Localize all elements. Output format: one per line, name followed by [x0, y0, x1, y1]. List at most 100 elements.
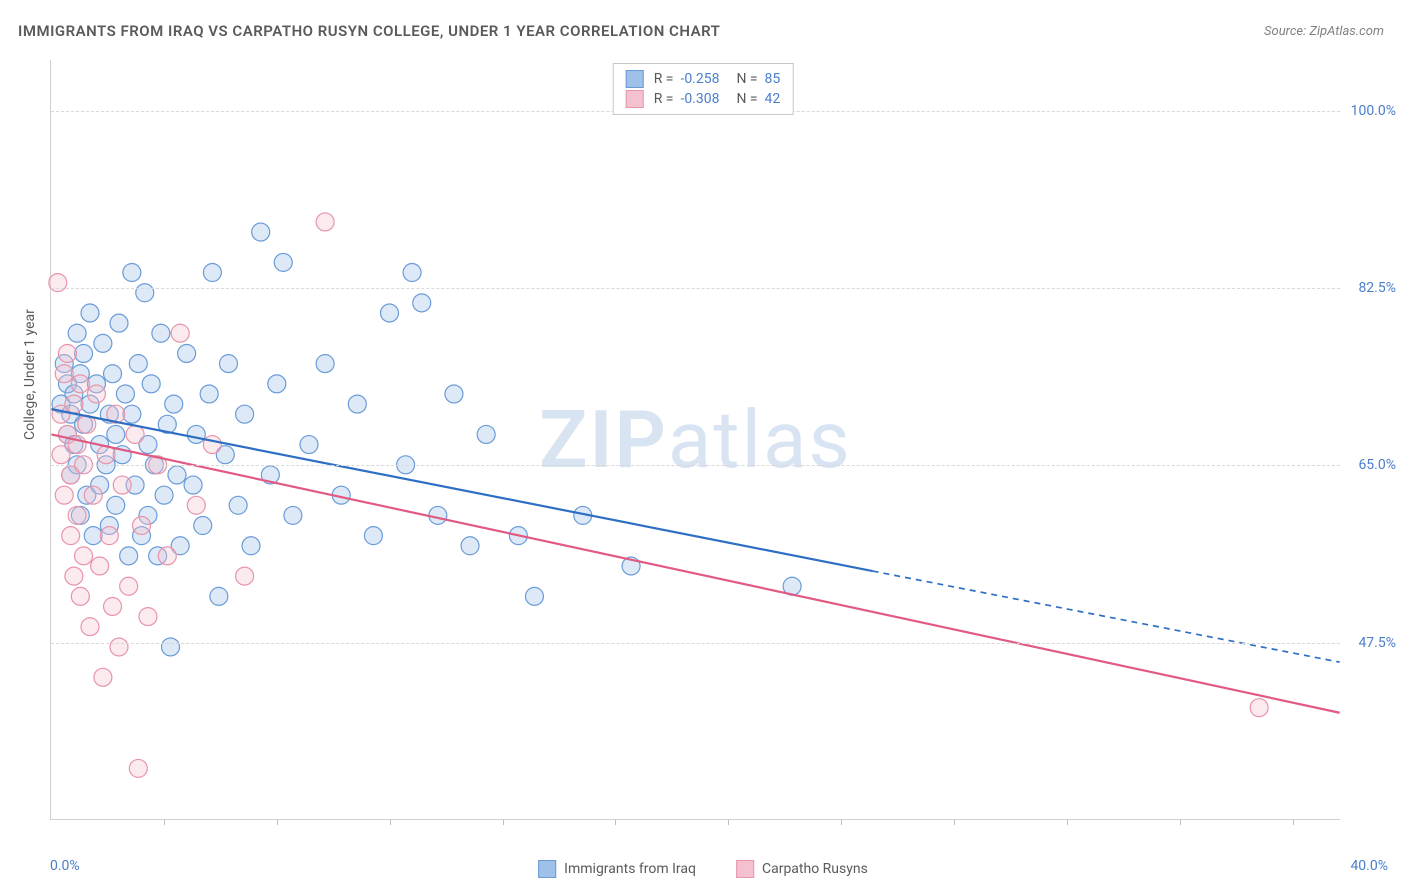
- data-point-iraq: [403, 264, 421, 282]
- data-point-rusyn: [65, 395, 83, 413]
- x-tick: [1180, 819, 1181, 825]
- data-point-iraq: [187, 425, 205, 443]
- data-point-iraq: [348, 395, 366, 413]
- data-point-rusyn: [65, 567, 83, 585]
- data-point-rusyn: [68, 506, 86, 524]
- data-point-iraq: [229, 496, 247, 514]
- r-stat-iraq: R = -0.258: [654, 71, 720, 87]
- data-point-rusyn: [94, 668, 112, 686]
- x-tick: [164, 819, 165, 825]
- x-tick: [277, 819, 278, 825]
- data-point-iraq: [184, 476, 202, 494]
- legend-stat-row-rusyn: R = -0.308 N = 42: [626, 90, 781, 108]
- gridline: [51, 643, 1340, 644]
- y-axis-label: College, Under 1 year: [22, 309, 38, 440]
- data-point-rusyn: [104, 597, 122, 615]
- gridline: [51, 465, 1340, 466]
- data-point-rusyn: [100, 527, 118, 545]
- data-point-iraq: [242, 537, 260, 555]
- data-point-iraq: [194, 517, 212, 535]
- data-point-rusyn: [75, 547, 93, 565]
- data-point-rusyn: [120, 577, 138, 595]
- x-tick: [1293, 819, 1294, 825]
- data-point-iraq: [162, 638, 180, 656]
- x-tick: [615, 819, 616, 825]
- data-point-iraq: [155, 486, 173, 504]
- data-point-iraq: [252, 223, 270, 241]
- legend-label-iraq: Immigrants from Iraq: [564, 861, 696, 877]
- r-stat-rusyn: R = -0.308: [654, 91, 720, 107]
- data-point-iraq: [429, 506, 447, 524]
- data-point-iraq: [68, 324, 86, 342]
- data-point-rusyn: [316, 213, 334, 231]
- data-point-iraq: [110, 314, 128, 332]
- legend-stat-row-iraq: R = -0.258 N = 85: [626, 70, 781, 88]
- x-max-label: 40.0%: [1350, 858, 1388, 874]
- data-point-iraq: [178, 344, 196, 362]
- data-point-iraq: [445, 385, 463, 403]
- data-point-iraq: [165, 395, 183, 413]
- legend-label-rusyn: Carpatho Rusyns: [762, 861, 868, 877]
- data-point-iraq: [477, 425, 495, 443]
- x-tick: [841, 819, 842, 825]
- data-point-iraq: [168, 466, 186, 484]
- data-point-rusyn: [58, 344, 76, 362]
- data-point-iraq: [300, 436, 318, 454]
- legend-swatch-iraq: [538, 860, 556, 878]
- data-point-iraq: [413, 294, 431, 312]
- data-point-rusyn: [139, 608, 157, 626]
- data-point-iraq: [274, 253, 292, 271]
- data-point-iraq: [316, 355, 334, 373]
- n-stat-rusyn: N = 42: [729, 91, 780, 107]
- x-tick: [390, 819, 391, 825]
- data-point-rusyn: [126, 425, 144, 443]
- y-tick-label: 47.5%: [1358, 635, 1396, 651]
- scatter-svg: [51, 60, 1340, 819]
- data-point-iraq: [210, 587, 228, 605]
- data-point-rusyn: [87, 385, 105, 403]
- data-point-rusyn: [158, 547, 176, 565]
- legend-stats: R = -0.258 N = 85 R = -0.308 N = 42: [613, 63, 794, 115]
- data-point-iraq: [75, 344, 93, 362]
- data-point-iraq: [94, 334, 112, 352]
- data-point-iraq: [203, 264, 221, 282]
- data-point-iraq: [129, 355, 147, 373]
- data-point-rusyn: [91, 557, 109, 575]
- data-point-iraq: [107, 496, 125, 514]
- data-point-rusyn: [236, 567, 254, 585]
- legend-swatch-iraq: [626, 70, 644, 88]
- data-point-rusyn: [62, 527, 80, 545]
- data-point-iraq: [142, 375, 160, 393]
- data-point-rusyn: [55, 486, 73, 504]
- data-point-rusyn: [113, 476, 131, 494]
- data-point-iraq: [123, 405, 141, 423]
- data-point-iraq: [152, 324, 170, 342]
- data-point-iraq: [107, 425, 125, 443]
- data-point-iraq: [104, 365, 122, 383]
- x-tick: [728, 819, 729, 825]
- data-point-iraq: [525, 587, 543, 605]
- data-point-rusyn: [81, 618, 99, 636]
- legend-swatch-rusyn: [736, 860, 754, 878]
- data-point-rusyn: [84, 486, 102, 504]
- y-tick-label: 65.0%: [1358, 457, 1396, 473]
- data-point-iraq: [84, 527, 102, 545]
- data-point-iraq: [81, 304, 99, 322]
- gridline: [51, 288, 1340, 289]
- data-point-iraq: [123, 264, 141, 282]
- source-attribution: Source: ZipAtlas.com: [1264, 24, 1384, 39]
- data-point-rusyn: [171, 324, 189, 342]
- x-min-label: 0.0%: [50, 858, 80, 874]
- legend-item-iraq: Immigrants from Iraq: [538, 860, 696, 878]
- legend-item-rusyn: Carpatho Rusyns: [736, 860, 868, 878]
- x-tick: [954, 819, 955, 825]
- x-tick: [1067, 819, 1068, 825]
- data-point-iraq: [136, 284, 154, 302]
- y-tick-label: 100.0%: [1351, 103, 1396, 119]
- plot-area: ZIPatlas 47.5%65.0%82.5%100.0%: [50, 60, 1340, 820]
- data-point-iraq: [116, 385, 134, 403]
- regression-line-dash-iraq: [873, 571, 1340, 662]
- data-point-rusyn: [187, 496, 205, 514]
- data-point-iraq: [220, 355, 238, 373]
- n-stat-iraq: N = 85: [729, 71, 780, 87]
